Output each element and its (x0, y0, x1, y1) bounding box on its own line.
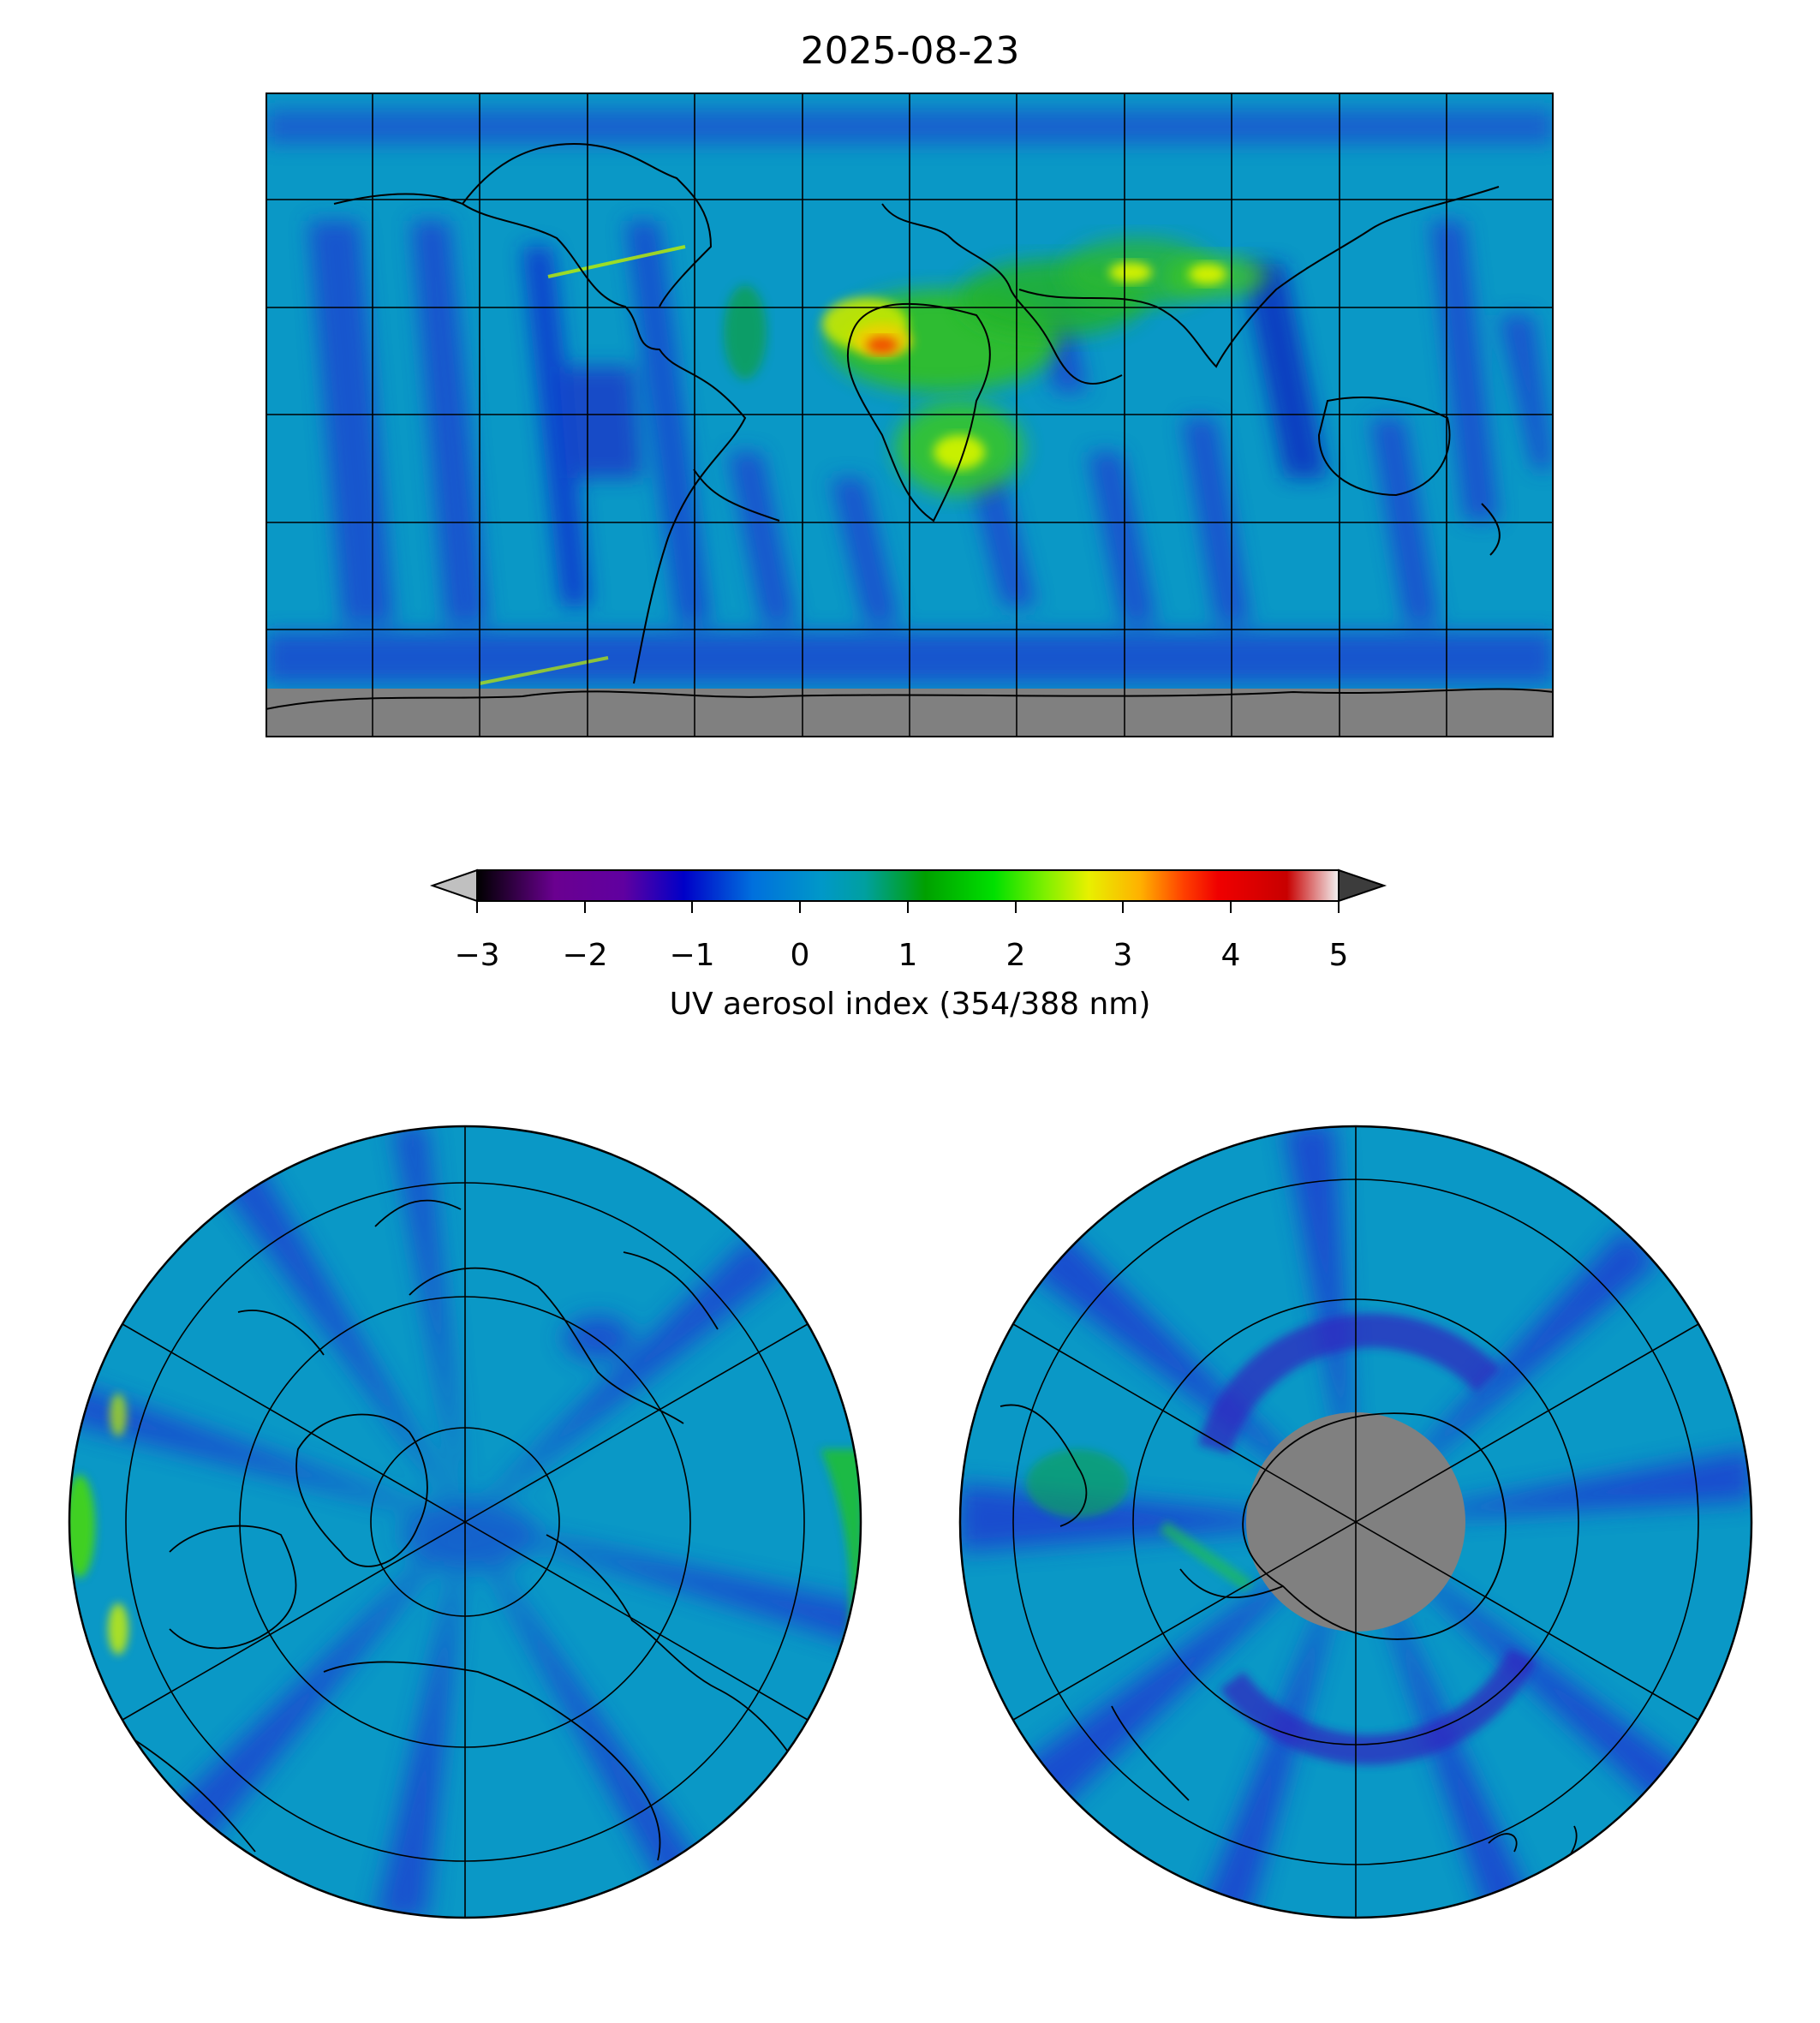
colorbar-tick-label: −2 (562, 938, 608, 973)
colorbar-label: UV aerosol index (354/388 nm) (669, 987, 1151, 1022)
colorbar-tick-label: 3 (1113, 938, 1133, 973)
north-polar-map (68, 1125, 862, 1919)
colorbar-tick-label: 1 (898, 938, 918, 973)
colorbar (429, 868, 1387, 913)
colorbar-tick-label: −1 (669, 938, 715, 973)
graticule (266, 92, 1554, 737)
graticule (122, 1126, 809, 1918)
coastlines (266, 142, 1554, 710)
coastlines (134, 1199, 813, 1861)
colorbar-tick-marks (476, 901, 1340, 913)
colorbar-extend-high (1338, 868, 1387, 903)
south-polar-map (958, 1125, 1753, 1919)
colorbar-tick-label: 5 (1328, 938, 1349, 973)
colorbar-tick-label: −3 (454, 938, 500, 973)
colorbar-gradient (476, 869, 1340, 902)
graticule (1012, 1126, 1699, 1918)
world-map (266, 92, 1554, 737)
colorbar-tick-label: 2 (1005, 938, 1026, 973)
aerosol-plumes (479, 238, 1268, 685)
colorbar-tick-label: 0 (790, 938, 810, 973)
colorbar-extend-low (429, 868, 478, 903)
figure-title: 2025-08-23 (800, 29, 1020, 73)
colorbar-tick-label: 4 (1220, 938, 1241, 973)
coastlines (1000, 1404, 1578, 1878)
